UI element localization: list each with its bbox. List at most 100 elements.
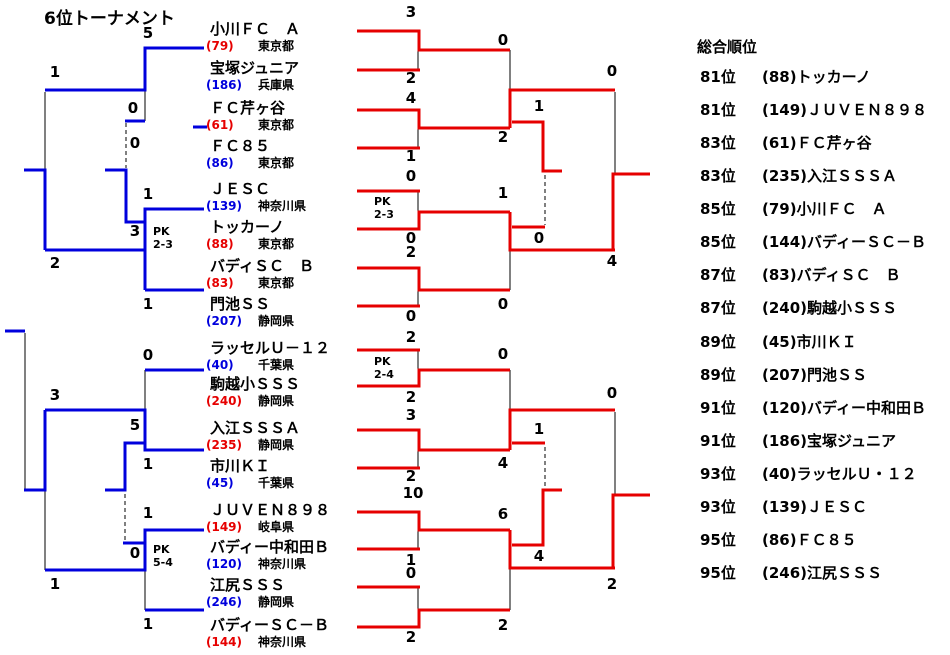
ranked-team: (240)駒越小ＳＳＳ: [762, 299, 898, 317]
team-number: (186): [206, 78, 243, 92]
red-r2-score-5: 0: [497, 345, 509, 363]
red-quarter2-winner-path: [508, 212, 615, 252]
standings-row-3: 83位 (61)ＦＣ芹ヶ谷: [700, 132, 948, 153]
rank: 91位: [700, 399, 736, 417]
standings-row-13: 93位 (40)ラッセルＵ・１２: [700, 463, 948, 484]
rank: 95位: [700, 564, 736, 582]
team-number: (207): [206, 314, 243, 328]
team-number: (83): [206, 276, 234, 290]
rank: 93位: [700, 498, 736, 516]
team-prefecture: 兵庫県: [258, 78, 295, 92]
blue-r1-score-2: 0: [127, 99, 139, 117]
team-number: (40): [206, 358, 234, 372]
team-number: (79): [206, 39, 234, 53]
rank: 85位: [700, 200, 736, 218]
team-number: (240): [206, 394, 243, 408]
team-entry-4: ＦＣ８５ (86) 東京都: [206, 138, 356, 170]
team-entry-2: 宝塚ジュニア (186) 兵庫県: [206, 59, 356, 92]
ranked-team: (86)ＦＣ８５: [762, 531, 857, 549]
red-r1-score-team8: 0: [405, 307, 417, 325]
blue-placement-bottom-winner-path: [105, 441, 145, 492]
ranked-team: (120)バディー中和田Ｂ: [762, 399, 926, 417]
team-entry-1: 小川ＦＣ Ａ (79) 東京都: [206, 21, 356, 53]
red-r2-score-1: 0: [497, 31, 509, 49]
team-prefecture: 東京都: [258, 276, 295, 290]
blue-pair7-winner-path: [45, 528, 204, 572]
red-team13-winner-path: [357, 510, 510, 532]
red-r2-score-7: 6: [497, 505, 509, 523]
team-prefecture: 静岡県: [258, 438, 295, 452]
red-quarter4-winner-path: [508, 530, 615, 570]
team-prefecture: 神奈川県: [258, 557, 307, 571]
rank: 83位: [700, 134, 736, 152]
team-name: 江尻ＳＳＳ: [210, 576, 286, 594]
team-number: (120): [206, 557, 243, 571]
page-title: 6位トーナメント: [44, 9, 175, 29]
team-number: (235): [206, 438, 243, 452]
ranked-team: (61)ＦＣ芹ヶ谷: [762, 134, 872, 152]
standings-row-9: 89位 (45)市川ＫＩ: [700, 331, 948, 352]
ranked-team: (246)江尻ＳＳＳ: [762, 564, 883, 582]
red-r1-score-team7: 2: [405, 243, 417, 261]
red-r1-score-team5: 0: [405, 167, 417, 185]
team-name: ＪＵＶＥＮ８９８: [210, 501, 331, 519]
blue-placement-score-1: 0: [129, 134, 141, 152]
blue-placement-score-3: 5: [129, 416, 141, 434]
ranked-team: (235)入江ＳＳＳＡ: [762, 167, 898, 185]
ranked-team: (40)ラッセルＵ・１２: [762, 465, 917, 483]
rank: 87位: [700, 266, 736, 284]
team-prefecture: 東京都: [258, 156, 295, 170]
rank: 91位: [700, 432, 736, 450]
standings-row-1: 81位 (88)トッカーノ: [700, 66, 948, 87]
ranked-team: (144)バディーＳＣ－Ｂ: [762, 233, 926, 251]
team-name: 駒越小ＳＳＳ: [210, 375, 301, 393]
red-r1-score-team1: 3: [405, 3, 417, 21]
team-prefecture: 岐阜県: [258, 520, 295, 534]
red-r1-score-team13: 10: [402, 484, 424, 502]
red-sf-score-3: 0: [606, 384, 618, 402]
red-r1-score-team12: 2: [405, 467, 417, 485]
team-entry-10: 駒越小ＳＳＳ (240) 静岡県: [206, 375, 356, 408]
team-name: ＦＣ芹ヶ谷: [210, 99, 286, 117]
team-entry-8: 門池ＳＳ (207) 静岡県: [206, 296, 356, 328]
ranked-team: (83)バディＳＣ Ｂ: [762, 266, 901, 284]
team-entry-7: バディＳＣ Ｂ (83) 東京都: [206, 257, 356, 290]
red-sf-score-4: 2: [606, 575, 618, 593]
team-number: (144): [206, 635, 243, 649]
blue-placement-top-winner-path: [105, 168, 145, 224]
team-entry-12: 市川ＫＩ (45) 千葉県: [206, 458, 356, 490]
blue-r1-score-8: 1: [142, 615, 154, 633]
team-entry-6: トッカーノ (88) 東京都: [206, 219, 356, 251]
team-number: (88): [206, 237, 234, 251]
red-r1-score-team2: 2: [405, 69, 417, 87]
team-prefecture: 東京都: [258, 39, 295, 53]
team-name: バディＳＣ Ｂ: [210, 257, 314, 275]
blue-r1-score-1: 5: [142, 24, 154, 42]
red-pk-note-1: PK 2-3: [374, 195, 394, 221]
rank: 83位: [700, 167, 736, 185]
red-team3-winner-path: [357, 108, 510, 130]
team-prefecture: 東京都: [258, 237, 295, 251]
red-placement-score-3: 1: [533, 420, 545, 438]
blue-pk-note-1: PK 2-3: [153, 225, 173, 251]
red-r1-score-team4: 1: [405, 147, 417, 165]
red-team1-winner-path: [357, 29, 510, 52]
red-r2-score-4: 0: [497, 295, 509, 313]
team-name: ＪＥＳＣ: [210, 180, 271, 198]
standings-row-14: 93位 (139)ＪＥＳＣ: [700, 496, 948, 517]
red-final-top-line: [611, 172, 650, 250]
blue-semifinal-top-winner-path: [24, 168, 47, 250]
team-number: (139): [206, 199, 243, 213]
team-entry-14: バディー中和田Ｂ (120) 神奈川県: [206, 539, 356, 571]
blue-r2-score-3: 3: [49, 386, 61, 404]
blue-r2-score-1: 1: [49, 63, 61, 81]
red-r2-score-6: 4: [497, 454, 509, 472]
red-placement-score-2: 0: [533, 229, 545, 247]
team-number: (86): [206, 156, 234, 170]
ranked-team: (45)市川ＫＩ: [762, 333, 857, 351]
team-name: 宝塚ジュニア: [210, 59, 299, 77]
team-prefecture: 静岡県: [258, 595, 295, 609]
red-r1-score-team6: 0: [405, 229, 417, 247]
rank: 81位: [700, 68, 736, 86]
